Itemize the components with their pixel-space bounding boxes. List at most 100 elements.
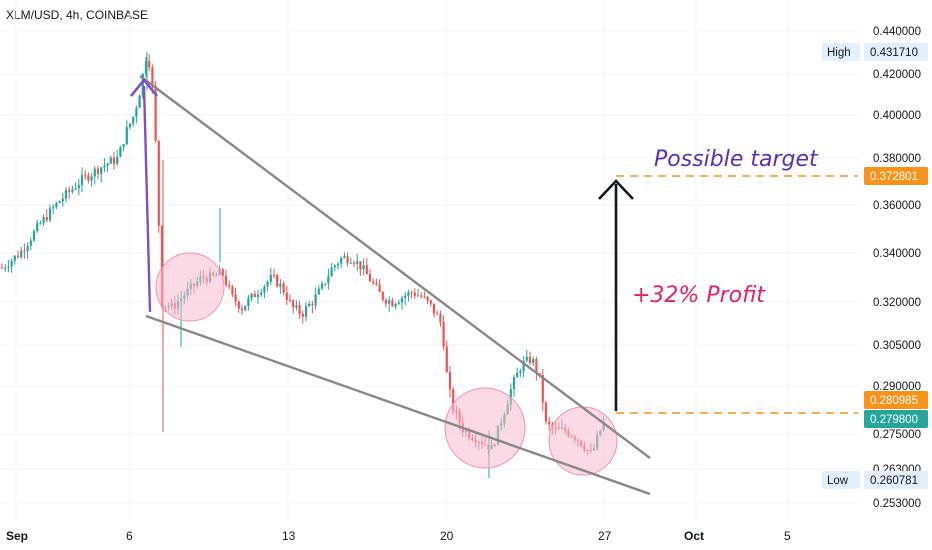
candle-body <box>26 245 29 252</box>
candle-body <box>336 263 340 266</box>
candle-body <box>103 165 106 168</box>
candle-body <box>112 157 116 164</box>
projection-arrowhead <box>598 179 634 200</box>
time-tick-label: 27 <box>598 529 612 543</box>
time-axis-bg <box>0 522 932 550</box>
candle-body <box>68 190 71 192</box>
candle-body <box>535 359 538 374</box>
candle-body <box>404 295 407 298</box>
candle-body <box>426 296 429 301</box>
candle-body <box>436 313 439 315</box>
candle-body <box>359 261 362 270</box>
candle-body <box>61 198 64 202</box>
candle-body <box>100 167 103 174</box>
candle-body <box>141 73 144 96</box>
price-tick-label: 0.305000 <box>873 340 921 352</box>
candle-body <box>20 250 23 258</box>
high-badge-label-bg <box>822 43 860 61</box>
candle-body <box>74 188 77 190</box>
candle-body <box>516 373 519 378</box>
candle-body <box>234 294 237 302</box>
candle-body <box>304 306 308 317</box>
high-badge-label: High <box>827 47 851 59</box>
price-tick-label: 0.380000 <box>873 153 921 165</box>
candle-body <box>160 225 164 307</box>
price-tick-label: 0.420000 <box>873 69 921 81</box>
candle-body <box>314 294 317 306</box>
candle-body <box>420 295 423 297</box>
low-badge-label-bg <box>822 471 860 489</box>
candle-body <box>308 304 311 307</box>
candle-body <box>77 185 80 189</box>
candle-body <box>71 189 74 192</box>
candle-body <box>157 140 160 226</box>
time-tick-label: 6 <box>126 529 133 543</box>
highlight-circle <box>155 252 225 322</box>
candle-body <box>391 300 394 307</box>
candle-body <box>93 168 96 177</box>
candle-body <box>343 256 346 258</box>
candle-body <box>512 377 516 390</box>
candle-body <box>442 322 445 347</box>
candle-body <box>260 292 263 295</box>
candle-body <box>400 297 404 303</box>
candle-body <box>324 283 327 285</box>
candle-body <box>413 292 416 296</box>
candle-body <box>122 144 125 147</box>
candle-body <box>32 231 36 241</box>
level-badge-bg <box>864 391 928 409</box>
price-tick-label: 0.290000 <box>873 381 921 393</box>
candle-body <box>298 305 301 314</box>
candle-body <box>362 265 365 270</box>
candle-body <box>295 305 298 308</box>
candle-body <box>388 300 391 304</box>
price-tick-label: 0.320000 <box>873 297 921 309</box>
candle-body <box>247 298 250 306</box>
candle-body <box>352 262 356 264</box>
candle-body <box>384 299 388 304</box>
candle-body <box>119 147 122 157</box>
candle-body <box>320 283 324 289</box>
target-badge-value: 0.372801 <box>870 171 918 183</box>
candle-body <box>144 61 148 74</box>
candle-body <box>84 175 87 177</box>
candle-body <box>0 267 4 269</box>
candle-body <box>288 299 292 301</box>
candle-body <box>548 421 551 425</box>
candle-body <box>221 269 224 276</box>
highlight-circle <box>548 406 618 476</box>
candle-body <box>23 250 26 252</box>
candle-body <box>42 217 45 224</box>
candle-body <box>132 116 135 124</box>
candle-body <box>87 175 90 181</box>
candle-body <box>522 360 525 372</box>
candle-body <box>525 356 528 361</box>
candle-body <box>448 372 452 390</box>
chart-annotations: Possible target +32% Profit <box>129 75 858 496</box>
candle-body <box>519 371 522 373</box>
candle-body <box>346 256 349 263</box>
candle-body <box>330 267 333 277</box>
price-tick-label: 0.253000 <box>873 498 921 510</box>
high-badge-bg <box>864 43 928 61</box>
candle-body <box>356 261 359 264</box>
candle-body <box>7 266 10 268</box>
price-tick-label: 0.360000 <box>873 200 921 212</box>
candle-body <box>237 301 240 309</box>
candle-body <box>423 296 426 298</box>
candle-body <box>148 61 151 68</box>
candle-body <box>109 157 112 164</box>
candle-body <box>317 288 320 295</box>
candle-body <box>375 282 378 285</box>
candle-body <box>365 265 368 275</box>
candle-body <box>154 85 157 141</box>
candle-body <box>228 285 231 287</box>
candle-body <box>55 203 58 208</box>
candle-body <box>301 313 304 317</box>
candle-body <box>96 168 100 175</box>
candle-body <box>544 402 548 422</box>
candle-body <box>410 292 413 294</box>
candle-body <box>407 292 410 296</box>
candle-body <box>378 284 381 292</box>
